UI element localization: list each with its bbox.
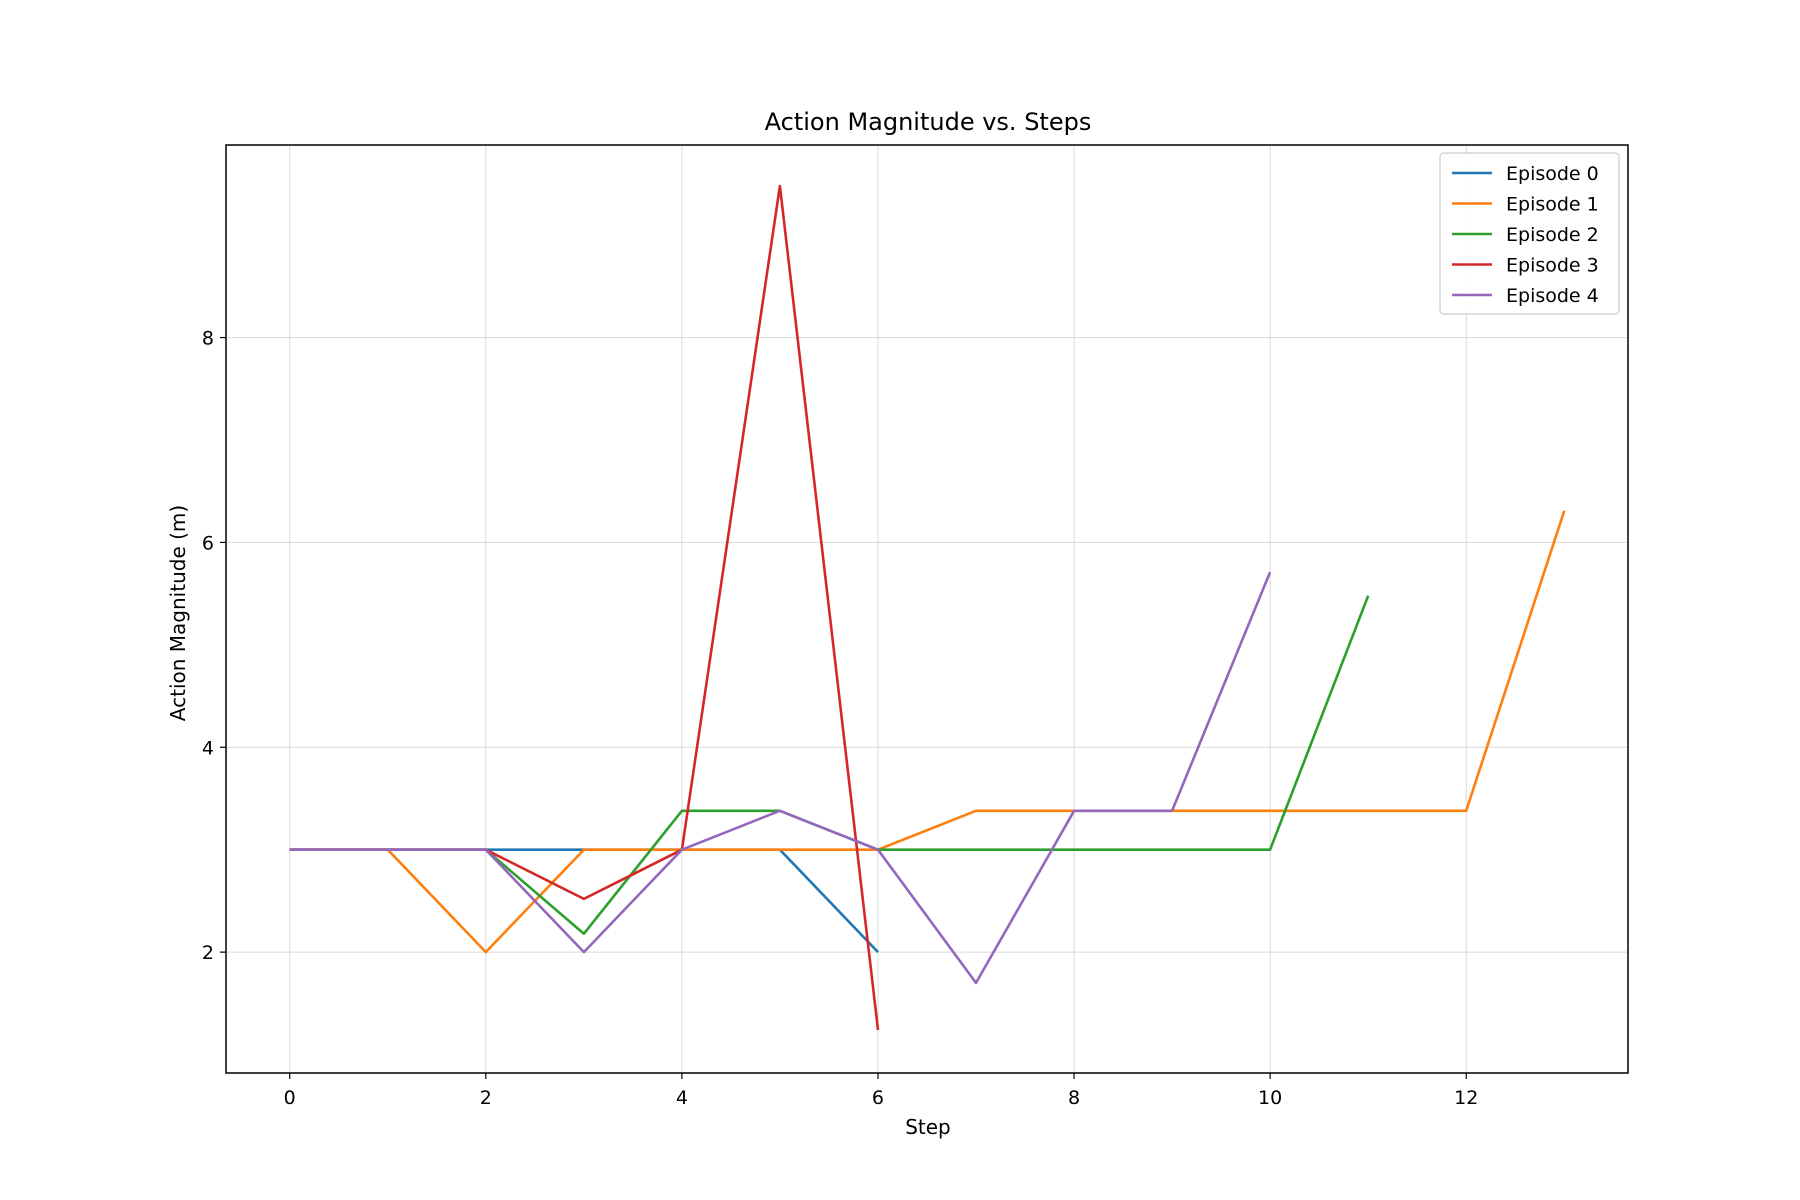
y-axis-label: Action Magnitude (m) [166,505,190,721]
x-axis-ticks: 0 2 4 6 8 10 12 [284,1073,1478,1109]
y-axis-ticks: 2 4 6 8 [202,328,226,964]
x-tick-label: 10 [1258,1087,1282,1109]
grid-lines [226,145,1628,1073]
x-tick-label: 4 [676,1087,688,1109]
y-tick-label: 6 [202,532,214,554]
legend-label-episode-0: Episode 0 [1506,163,1599,185]
x-tick-label: 2 [480,1087,492,1109]
x-tick-label: 0 [284,1087,296,1109]
x-axis-label: Step [905,1115,951,1139]
series-layer [289,184,1566,1031]
plot-frame [225,144,1629,1074]
legend: Episode 0 Episode 1 Episode 2 Episode 3 Epis… [1439,152,1620,315]
x-tick-label: 12 [1454,1087,1478,1109]
series-line-episode-4 [289,571,1272,985]
x-tick-label: 8 [1068,1087,1080,1109]
legend-label-episode-3: Episode 3 [1506,255,1599,277]
chart-title: Action Magnitude vs. Steps [765,108,1092,136]
x-tick-label: 6 [872,1087,884,1109]
legend-label-episode-2: Episode 2 [1506,224,1599,246]
legend-box [1439,152,1620,315]
legend-label-episode-1: Episode 1 [1506,194,1599,216]
y-tick-label: 4 [202,737,214,759]
series-line-episode-1 [289,510,1566,954]
y-tick-label: 2 [202,942,214,964]
y-tick-label: 8 [202,328,214,350]
legend-label-episode-4: Episode 4 [1506,285,1599,307]
